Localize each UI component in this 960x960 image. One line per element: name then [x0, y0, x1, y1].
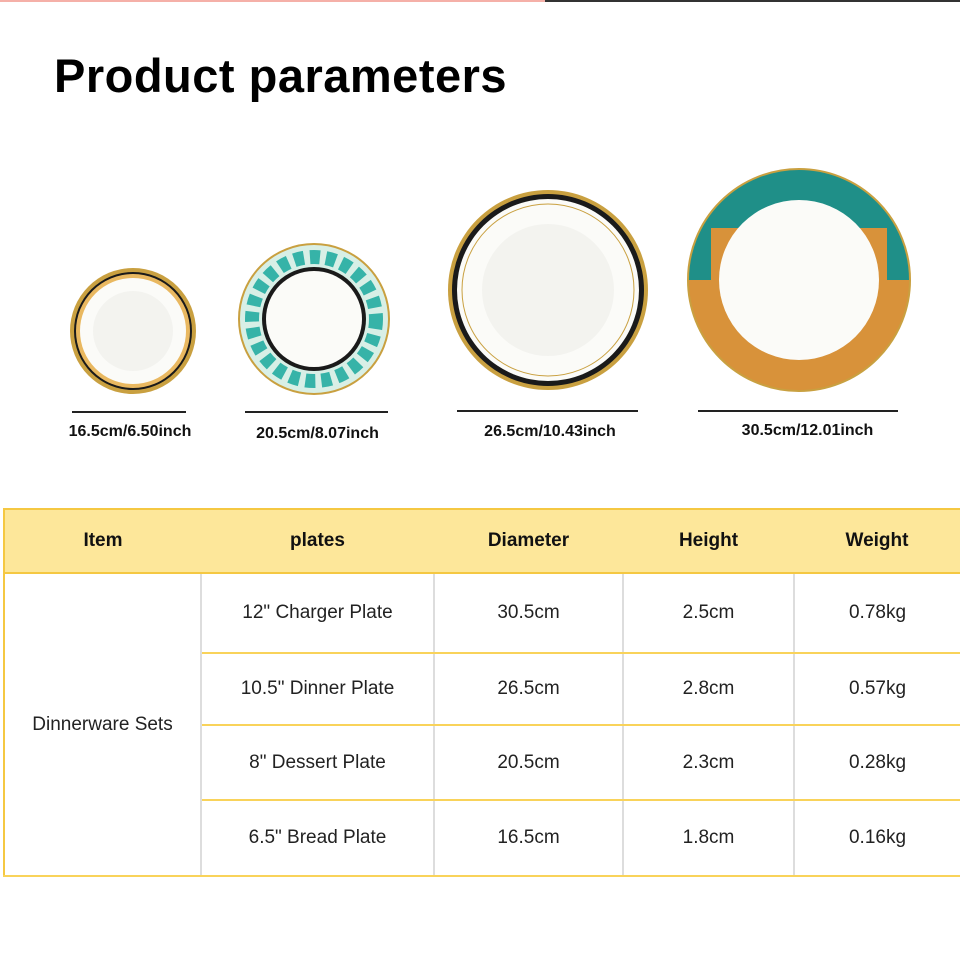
- cell: 2.3cm: [622, 725, 794, 801]
- dinner-plate-image: [448, 190, 648, 390]
- cell: 0.78kg: [793, 573, 960, 654]
- header-diameter: Diameter: [434, 508, 623, 574]
- table-row: 8" Dessert Plate 20.5cm 2.3cm 0.28kg: [4, 725, 960, 801]
- dimension-line: [72, 411, 186, 413]
- dessert-plate-image: [238, 243, 390, 395]
- header-weight: Weight: [794, 508, 960, 574]
- table-row: 10.5" Dinner Plate 26.5cm 2.8cm 0.57kg: [4, 653, 960, 726]
- cell: 6.5" Bread Plate: [200, 800, 434, 877]
- header-item: Item: [3, 508, 201, 574]
- cell: 8" Dessert Plate: [200, 725, 434, 801]
- table-header-row: Item plates Diameter Height Weight: [3, 508, 960, 574]
- cell: 1.8cm: [622, 800, 794, 877]
- cell: 16.5cm: [433, 800, 623, 877]
- plate-size-label: 20.5cm/8.07inch: [256, 425, 379, 442]
- plate-size-label: 26.5cm/10.43inch: [484, 423, 616, 440]
- header-plates: plates: [201, 508, 434, 574]
- table-row: 6.5" Bread Plate 16.5cm 1.8cm 0.16kg: [4, 800, 960, 877]
- parameters-table: Item plates Diameter Height Weight Dinne…: [3, 508, 960, 877]
- cell: 26.5cm: [433, 653, 623, 726]
- cell: 20.5cm: [433, 725, 623, 801]
- top-border: [0, 0, 545, 2]
- cell: 2.5cm: [622, 573, 794, 654]
- top-border: [545, 0, 960, 2]
- cell: 0.16kg: [793, 800, 960, 877]
- page-title: Product parameters: [54, 49, 508, 102]
- cell: 0.28kg: [793, 725, 960, 801]
- charger-plate-image: [687, 168, 911, 392]
- item-cell: Dinnerware Sets: [3, 573, 202, 877]
- cell: 2.8cm: [622, 653, 794, 726]
- dimension-line: [245, 411, 388, 413]
- cell: 0.57kg: [793, 653, 960, 726]
- header-height: Height: [623, 508, 794, 574]
- plate-size-label: 16.5cm/6.50inch: [68, 423, 192, 440]
- plate-size-label: 30.5cm/12.01inch: [741, 422, 874, 439]
- cell: 10.5" Dinner Plate: [200, 653, 434, 726]
- dimension-line: [457, 410, 638, 412]
- cell: 30.5cm: [433, 573, 623, 654]
- bread-plate-image: [70, 268, 196, 394]
- table-row: Dinnerware Sets 12" Charger Plate 30.5cm…: [3, 573, 960, 877]
- cell: 12" Charger Plate: [200, 573, 434, 654]
- dimension-line: [698, 410, 898, 412]
